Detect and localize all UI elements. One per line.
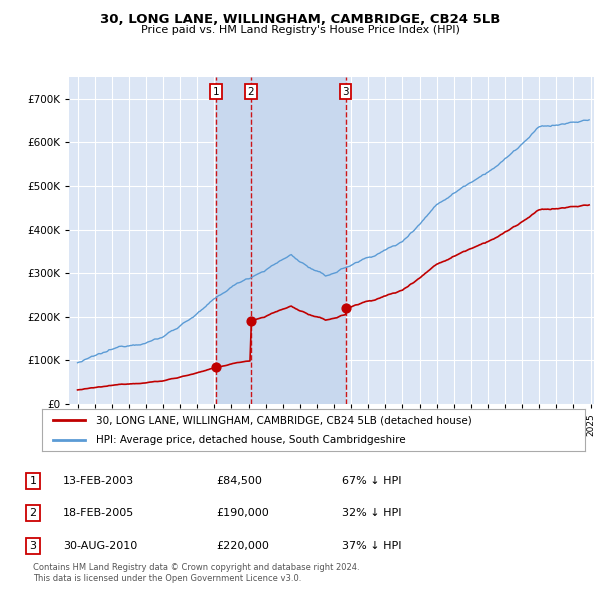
Point — [246, 316, 256, 326]
Text: 18-FEB-2005: 18-FEB-2005 — [63, 509, 134, 518]
Text: 3: 3 — [29, 541, 37, 550]
Text: 30, LONG LANE, WILLINGHAM, CAMBRIDGE, CB24 5LB (detached house): 30, LONG LANE, WILLINGHAM, CAMBRIDGE, CB… — [97, 415, 472, 425]
Text: 30-AUG-2010: 30-AUG-2010 — [63, 541, 137, 550]
Text: 2: 2 — [247, 87, 254, 97]
Text: Contains HM Land Registry data © Crown copyright and database right 2024.: Contains HM Land Registry data © Crown c… — [33, 563, 359, 572]
Text: Price paid vs. HM Land Registry's House Price Index (HPI): Price paid vs. HM Land Registry's House … — [140, 25, 460, 35]
Bar — [251, 77, 346, 404]
Text: 30, LONG LANE, WILLINGHAM, CAMBRIDGE, CB24 5LB: 30, LONG LANE, WILLINGHAM, CAMBRIDGE, CB… — [100, 13, 500, 26]
Text: £84,500: £84,500 — [216, 476, 262, 486]
Text: 32% ↓ HPI: 32% ↓ HPI — [342, 509, 401, 518]
Point — [212, 362, 221, 372]
Text: 3: 3 — [342, 87, 349, 97]
Text: 37% ↓ HPI: 37% ↓ HPI — [342, 541, 401, 550]
Text: 1: 1 — [213, 87, 220, 97]
Text: 1: 1 — [29, 476, 37, 486]
Point — [341, 303, 350, 313]
Text: HPI: Average price, detached house, South Cambridgeshire: HPI: Average price, detached house, Sout… — [97, 435, 406, 445]
Text: 13-FEB-2003: 13-FEB-2003 — [63, 476, 134, 486]
Text: 67% ↓ HPI: 67% ↓ HPI — [342, 476, 401, 486]
Text: £220,000: £220,000 — [216, 541, 269, 550]
Text: This data is licensed under the Open Government Licence v3.0.: This data is licensed under the Open Gov… — [33, 574, 301, 583]
Text: 2: 2 — [29, 509, 37, 518]
Bar — [217, 77, 251, 404]
Text: £190,000: £190,000 — [216, 509, 269, 518]
